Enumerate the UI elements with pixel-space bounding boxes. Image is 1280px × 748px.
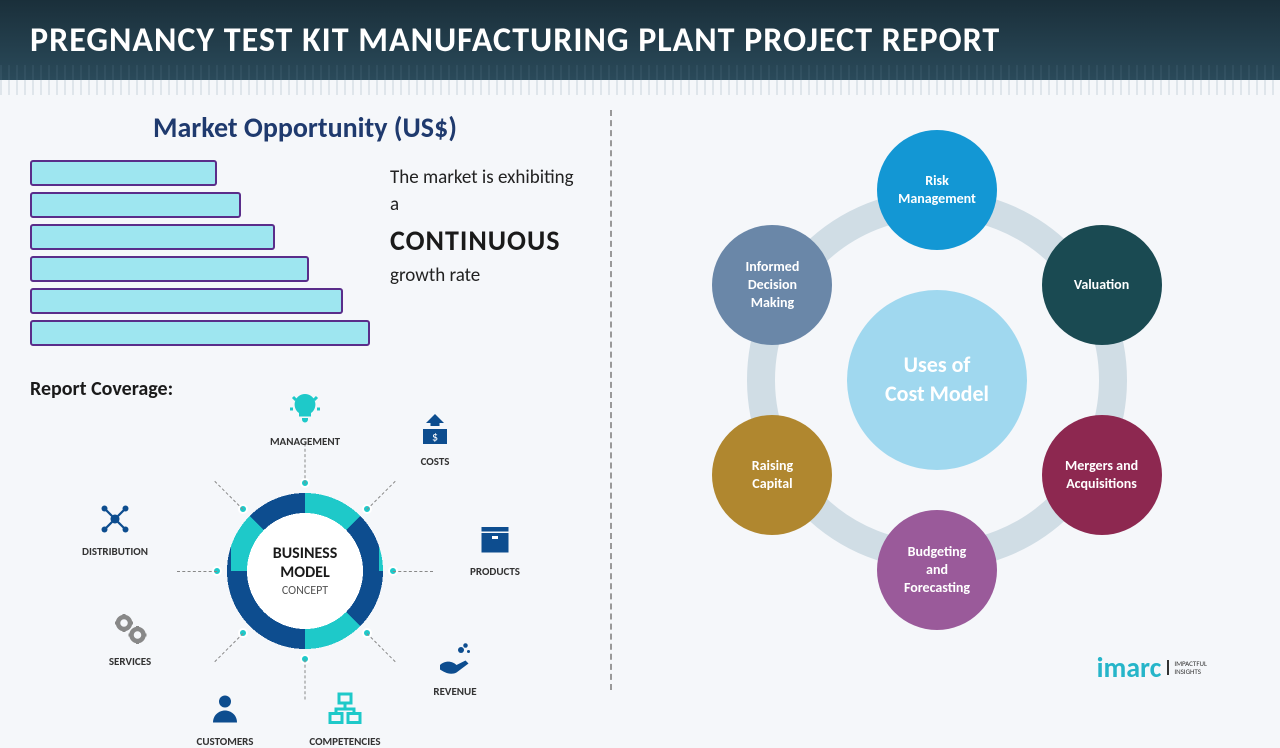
bar xyxy=(30,288,343,314)
bar xyxy=(30,160,217,186)
market-big: CONTINUOUS xyxy=(390,221,580,260)
cost-node: Mergers andAcquisitions xyxy=(1042,415,1162,535)
bar-chart xyxy=(30,160,370,352)
bm-item-management: MANAGEMENT xyxy=(255,391,355,448)
svg-text:$: $ xyxy=(432,431,438,445)
bar xyxy=(30,192,241,218)
bm-connector xyxy=(214,481,243,510)
bm-center-l3: CONCEPT xyxy=(282,584,328,598)
business-model-diagram: BUSINESS MODEL CONCEPT MANAGEMENT$COSTSP… xyxy=(65,401,545,741)
bm-connector xyxy=(367,633,396,662)
header-banner: PREGNANCY TEST KIT MANUFACTURING PLANT P… xyxy=(0,0,1280,80)
bm-connector xyxy=(393,571,433,572)
bm-center: BUSINESS MODEL CONCEPT xyxy=(235,501,375,641)
bm-connector xyxy=(177,571,217,572)
ring-center: Uses ofCost Model xyxy=(847,290,1027,470)
logo-text: imarc xyxy=(1097,650,1162,685)
bm-center-l2: MODEL xyxy=(280,563,329,582)
bm-item-services: SERVICES xyxy=(80,611,180,668)
right-panel: Uses ofCost Model RiskManagement Valuatio… xyxy=(612,100,1232,700)
cost-node: RiskManagement xyxy=(877,130,997,250)
market-text: The market is exhibiting a CONTINUOUS gr… xyxy=(390,160,580,352)
brand-logo: imarc IMPACTFUL INSIGHTS xyxy=(1097,650,1207,685)
cost-node: RaisingCapital xyxy=(712,415,832,535)
bar xyxy=(30,256,309,282)
bm-item-distribution: DISTRIBUTION xyxy=(65,501,165,558)
market-title: Market Opportunity (US$) xyxy=(30,110,580,145)
bar xyxy=(30,224,275,250)
page-title: PREGNANCY TEST KIT MANUFACTURING PLANT P… xyxy=(30,20,1000,61)
bm-item-revenue: REVENUE xyxy=(405,641,505,698)
cost-node: Valuation xyxy=(1042,225,1162,345)
market-row: The market is exhibiting a CONTINUOUS gr… xyxy=(30,160,580,352)
cost-node: BudgetingandForecasting xyxy=(877,510,997,630)
bm-item-products: PRODUCTS xyxy=(445,521,545,578)
cost-node: InformedDecisionMaking xyxy=(712,225,832,345)
bar xyxy=(30,320,370,346)
ring-center-label: Uses ofCost Model xyxy=(885,351,989,408)
bm-connector xyxy=(214,633,243,662)
market-line1: The market is exhibiting a xyxy=(390,165,580,218)
bm-center-l1: BUSINESS xyxy=(273,544,338,563)
bm-item-costs: $COSTS xyxy=(385,411,485,468)
left-panel: Market Opportunity (US$) The market is e… xyxy=(30,100,610,700)
market-line2: growth rate xyxy=(390,263,580,290)
bm-connector xyxy=(367,481,396,510)
content-area: Market Opportunity (US$) The market is e… xyxy=(0,80,1280,720)
bm-connector xyxy=(305,444,306,484)
logo-tagline: IMPACTFUL INSIGHTS xyxy=(1167,660,1207,675)
cost-model-diagram: Uses ofCost Model RiskManagement Valuatio… xyxy=(677,120,1197,640)
